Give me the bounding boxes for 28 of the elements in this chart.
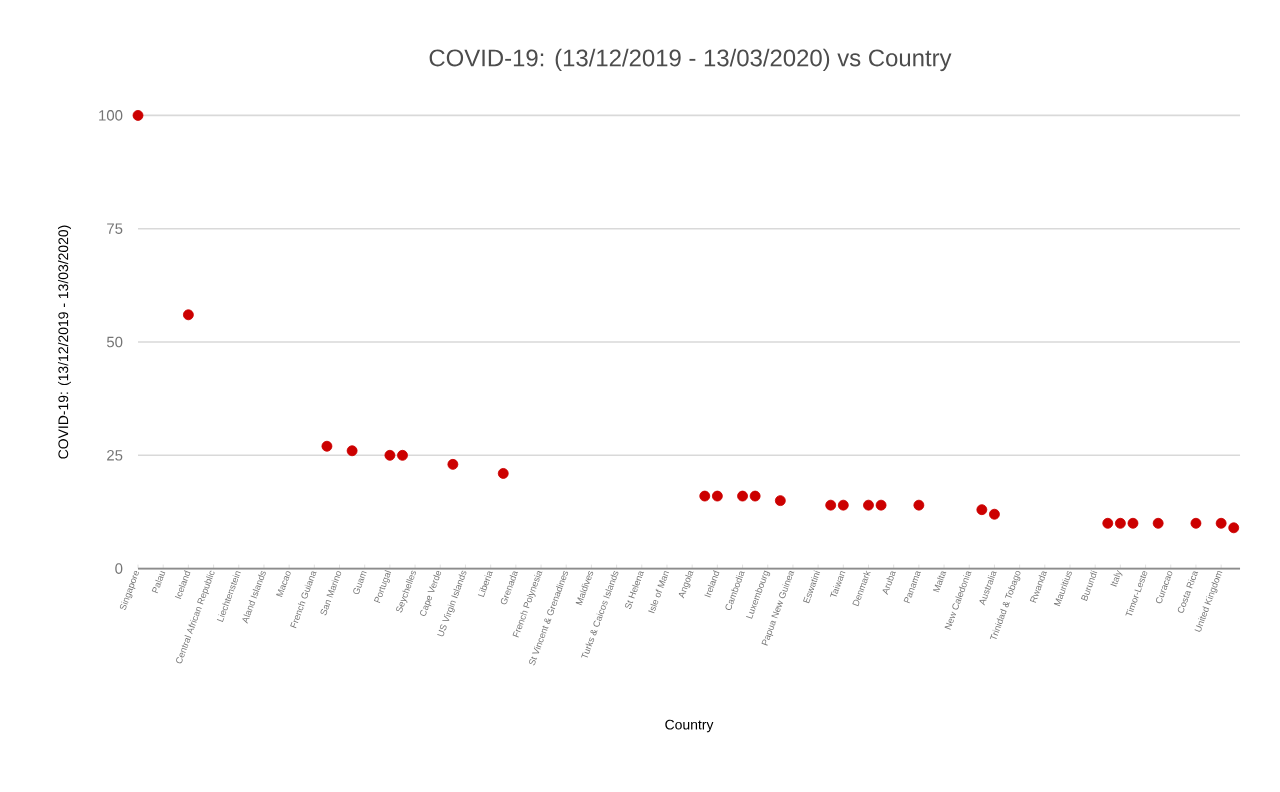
- point: [1190, 517, 1202, 529]
- point: [1228, 522, 1240, 534]
- point: [497, 468, 509, 479]
- point: [1215, 517, 1227, 529]
- point: [321, 440, 333, 452]
- point: [837, 499, 849, 511]
- point: [699, 490, 711, 502]
- point: [384, 449, 396, 461]
- point: [397, 449, 408, 461]
- chart-title: COVID-19: (13/12/2019 - 13/03/2020) vs Country: [429, 48, 952, 72]
- point: [1114, 517, 1126, 529]
- point: [989, 508, 1000, 520]
- point: [913, 499, 925, 511]
- point: [132, 110, 144, 121]
- point: [1152, 517, 1164, 529]
- point: [1102, 517, 1114, 529]
- point: [346, 445, 358, 457]
- point: [774, 495, 786, 507]
- point: [182, 309, 194, 321]
- point: [447, 458, 459, 470]
- point: [863, 499, 874, 511]
- point: [1127, 517, 1139, 529]
- point: [825, 499, 837, 511]
- point: [875, 499, 887, 511]
- point: [749, 490, 761, 502]
- point: [737, 490, 748, 502]
- point: [976, 504, 988, 516]
- point: [711, 490, 723, 502]
